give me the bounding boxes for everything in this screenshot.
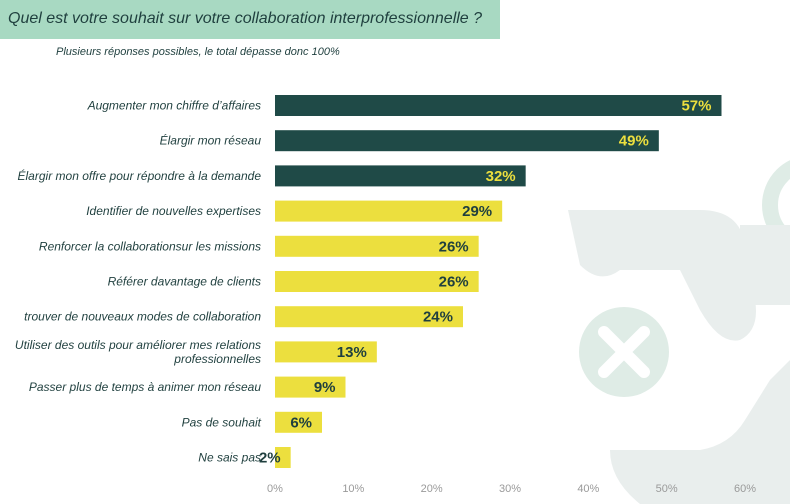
bar-10 [275,411,322,433]
bar-1 [275,95,722,116]
category-label: trouver de nouveaux modes de collaborati… [24,310,261,324]
background-hand-top [568,210,756,341]
category-label: Ne sais pas [198,451,261,465]
category-label: Augmenter mon chiffre d’affaires [87,99,261,113]
category-label: Passer plus de temps à animer mon réseau [29,380,261,394]
background-cross-icon [598,326,650,378]
chart-subtitle: Plusieurs réponses possibles, le total d… [56,46,340,58]
x-tick-label: 20% [421,483,443,495]
bar-value-label: 6% [290,414,312,431]
bar-9 [275,376,346,398]
chart-title: Quel est votre souhait sur votre collabo… [8,10,483,27]
category-label: Utiliser des outils pour améliorer mes r… [15,338,261,366]
bar-value-label: 9% [314,379,336,396]
x-tick-label: 30% [499,483,521,495]
category-label: Référer davantage de clients [108,275,261,289]
bar-value-label: 2% [259,450,281,467]
bar-11 [275,447,291,468]
bar-8 [275,341,377,363]
x-tick-label: 60% [734,483,756,495]
bar-value-label: 13% [337,344,367,361]
bar-value-label: 24% [423,309,453,326]
category-label: Identifier de nouvelles expertises [86,204,261,218]
x-tick-label: 50% [656,483,678,495]
x-tick-label: 40% [577,483,599,495]
bar-value-label: 29% [462,203,492,220]
x-tick-label: 0% [267,483,283,495]
bar-7 [275,306,463,328]
category-label: Élargir mon réseau [160,133,262,148]
background-circle-top [762,160,790,250]
category-label: Pas de souhait [182,415,262,429]
category-label: Élargir mon offre pour répondre à la dem… [18,168,262,183]
bar-5 [275,235,479,257]
background-sleeve-top [740,225,790,305]
background-hand-bottom [610,360,790,504]
bar-4 [275,200,503,222]
bar-value-label: 32% [486,168,516,185]
title-band [0,0,500,39]
bar-2 [275,130,659,152]
bar-6 [275,271,479,292]
category-label: Renforcer la collaborationsur les missio… [39,239,261,253]
bar-value-label: 57% [681,98,711,115]
bar-value-label: 26% [439,274,469,291]
bar-3 [275,165,526,187]
bar-value-label: 26% [439,238,469,255]
x-tick-label: 10% [342,483,364,495]
bar-value-label: 49% [619,133,649,150]
plot-area: 57% Augmenter mon chiffre d’affaires 49% Él… [15,95,756,495]
